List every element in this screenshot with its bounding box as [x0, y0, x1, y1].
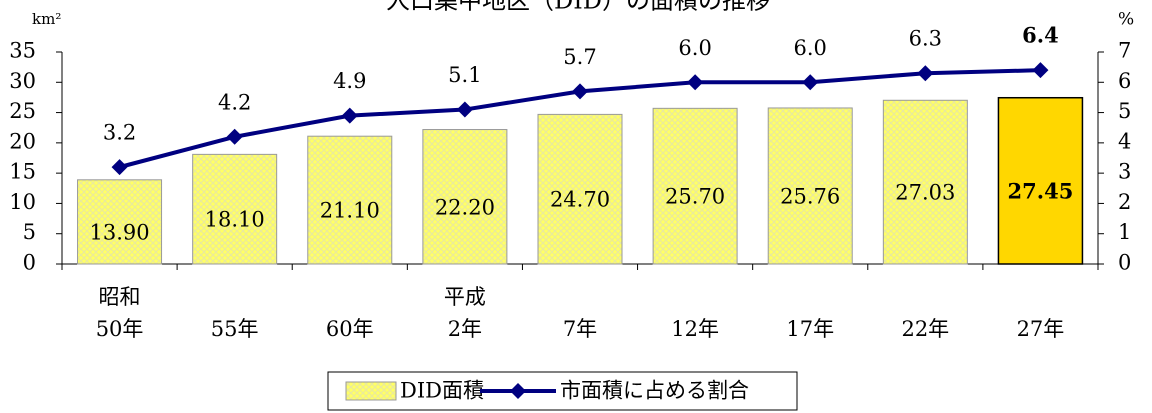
x-tick-label: 22年 [901, 317, 949, 341]
bar-value-label: 21.10 [320, 199, 380, 223]
line-marker [456, 101, 473, 118]
y-tick-label: 20 [9, 129, 36, 153]
y-unit: km² [32, 10, 61, 28]
line-marker [1032, 62, 1049, 79]
line-value-label: 6.0 [678, 36, 711, 60]
line-marker [802, 74, 819, 91]
x-tick-label: 昭和 50年 [96, 285, 144, 341]
bar-value-label: 13.90 [89, 220, 149, 244]
y2-unit: % [1118, 10, 1134, 30]
x-tick-label: 12年 [671, 317, 719, 341]
x-tick-label: 60年 [326, 317, 374, 341]
y-tick-label: 5 [23, 220, 36, 244]
x-tick-label-line: 55年 [211, 317, 259, 341]
x-tick-label: 27年 [1017, 317, 1065, 341]
bar [537, 113, 623, 265]
x-tick-label: 55年 [211, 317, 259, 341]
y-tick-label: 30 [9, 69, 36, 93]
line-marker [341, 107, 358, 124]
line-value-label: 5.1 [448, 63, 481, 87]
legend-box [327, 371, 798, 411]
legend-marker [510, 383, 526, 399]
y2-tick-label: 0 [1118, 251, 1131, 275]
y-tick-label: 0 [23, 251, 36, 275]
line-value-label: 3.2 [103, 121, 136, 145]
x-tick-label-line: 2年 [448, 317, 482, 341]
bar-value-label: 27.03 [895, 181, 955, 205]
x-tick-label-line: 60年 [326, 317, 374, 341]
bar [997, 96, 1084, 265]
x-tick-label-line: 22年 [901, 317, 949, 341]
bar [422, 129, 508, 265]
y-tick-label: 15 [9, 160, 36, 184]
y2-tick-label: 6 [1118, 69, 1131, 93]
y2-tick-label: 3 [1118, 160, 1131, 184]
bar [77, 179, 163, 265]
x-tick-label: 17年 [786, 317, 834, 341]
x-tick-label-line: 50年 [96, 317, 144, 341]
x-tick-label-line: 17年 [786, 317, 834, 341]
bar [882, 99, 968, 265]
bar [307, 135, 393, 265]
bar [652, 107, 738, 265]
y-tick-label: 25 [9, 99, 36, 123]
x-tick-label-line: 7年 [563, 317, 597, 341]
x-tick-label-line: 27年 [1017, 317, 1065, 341]
y-tick-label: 10 [9, 190, 36, 214]
bar-value-label: 18.10 [205, 208, 265, 232]
x-tick-label: 7年 [563, 317, 597, 341]
y2-tick-label: 2 [1118, 190, 1131, 214]
bar [192, 153, 278, 265]
y2-tick-label: 4 [1118, 129, 1131, 153]
line-marker [111, 159, 128, 176]
bar-value-label: 24.70 [550, 188, 610, 212]
y2-tick-label: 1 [1118, 220, 1131, 244]
line-marker [687, 74, 704, 91]
line-marker [917, 65, 934, 82]
line-value-label: 6.0 [794, 36, 827, 60]
bar-value-label: 22.20 [435, 195, 495, 219]
chart-title: 人口集中地区（DID）の面積の推移 [386, 0, 770, 15]
y-tick-label: 35 [9, 39, 36, 63]
bar [767, 107, 853, 265]
legend-label: 市面積に占める割合 [560, 379, 749, 403]
y2-tick-label: 7 [1118, 39, 1131, 63]
line-value-label: 4.9 [333, 69, 366, 93]
x-tick-label: 平成 2年 [444, 285, 486, 341]
line-value-label: 6.3 [909, 27, 942, 51]
bar-value-label: 27.45 [1008, 178, 1074, 203]
line-marker [572, 83, 588, 100]
line-value-label: 6.4 [1022, 23, 1059, 48]
legend-swatch [345, 381, 397, 401]
x-tick-label-line: 昭和 [99, 285, 141, 309]
x-tick-label-line: 平成 [444, 285, 486, 309]
x-tick-label-line: 12年 [671, 317, 719, 341]
line-value-label: 5.7 [563, 45, 596, 69]
y2-tick-label: 5 [1118, 99, 1131, 123]
bar-value-label: 25.70 [665, 185, 725, 209]
line-value-label: 4.2 [218, 90, 251, 114]
bar-value-label: 25.76 [780, 184, 840, 208]
line-marker [226, 128, 243, 145]
legend-label: DID面積 [400, 379, 484, 403]
